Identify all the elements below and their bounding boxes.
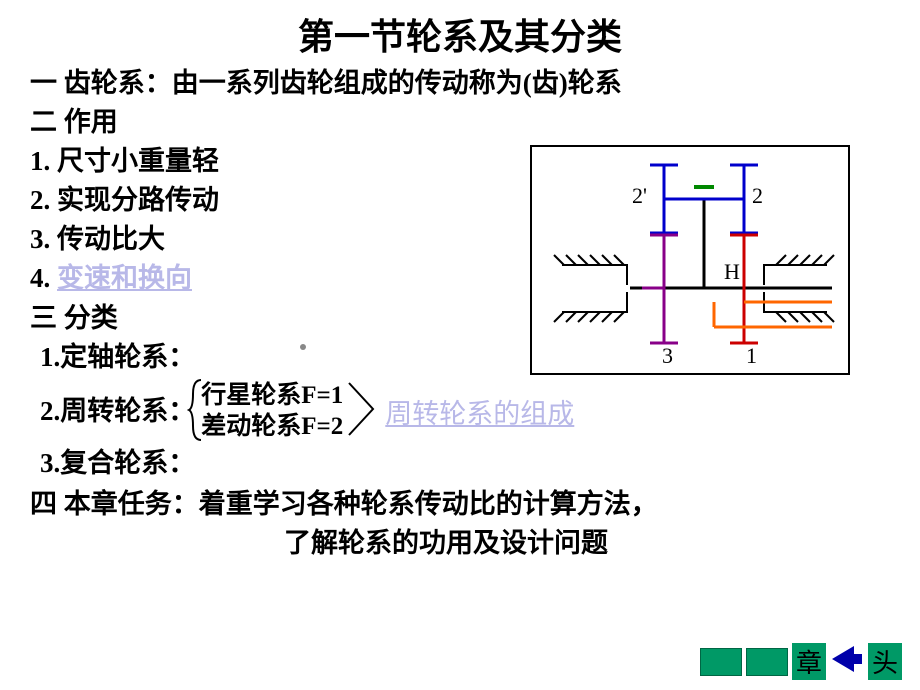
- nav-footer: 章 头: [700, 643, 902, 680]
- nav-back-arrow-icon[interactable]: [830, 644, 864, 679]
- slide-title: 第一节轮系及其分类: [30, 8, 890, 60]
- section-4-text-1: 着重学习各种轮系传动比的计算方法，: [199, 487, 658, 522]
- nav-head-label: 头: [868, 643, 902, 680]
- section-2-heading: 二 作用: [30, 105, 890, 140]
- nav-next-button[interactable]: [746, 648, 788, 676]
- left-support-icon: [554, 255, 627, 322]
- label-3: 3: [662, 343, 673, 369]
- section-1-heading: 一 齿轮系：由一系列齿轮组成的传动称为(齿)轮系: [30, 66, 890, 101]
- brace-group: 行星轮系F=1 差动轮系F=2: [201, 380, 343, 443]
- left-brace-icon: [187, 378, 205, 442]
- gear-diagram: 2' 2 H 3 1: [530, 145, 850, 375]
- differential-gear-f2: 差动轮系F=2: [201, 411, 343, 442]
- section-2-item-4-prefix: 4.: [30, 263, 57, 293]
- section-3-item-2: 2.周转轮系：: [40, 394, 195, 429]
- angle-bracket-icon: [347, 379, 377, 444]
- brace-content: 行星轮系F=1 差动轮系F=2: [201, 380, 343, 443]
- section-3-item-3: 3.复合轮系：: [30, 446, 890, 481]
- label-2prime: 2': [632, 183, 647, 209]
- bullet-marker-icon: [300, 344, 306, 350]
- nav-chapter-label: 章: [792, 643, 826, 680]
- label-1: 1: [746, 343, 757, 369]
- section-4-heading: 四 本章任务：: [30, 489, 199, 519]
- label-h: H: [724, 259, 740, 285]
- slide-container: 第一节轮系及其分类 一 齿轮系：由一系列齿轮组成的传动称为(齿)轮系 二 作用 …: [0, 0, 920, 690]
- section-4-text-2: 了解轮系的功用及设计问题: [30, 526, 890, 561]
- gear-diagram-svg: [532, 147, 848, 373]
- nav-prev-button[interactable]: [700, 648, 742, 676]
- planetary-gear-f1: 行星轮系F=1: [201, 380, 343, 411]
- section-4-row: 四 本章任务：着重学习各种轮系传动比的计算方法，: [30, 487, 890, 522]
- label-2: 2: [752, 183, 763, 209]
- link-epicyclic-composition[interactable]: 周转轮系的组成: [385, 392, 574, 431]
- section-3-item-2-row: 2.周转轮系： 行星轮系F=1 差动轮系F=2 周转轮系的组成: [30, 379, 890, 444]
- link-speed-change[interactable]: 变速和换向: [57, 263, 192, 293]
